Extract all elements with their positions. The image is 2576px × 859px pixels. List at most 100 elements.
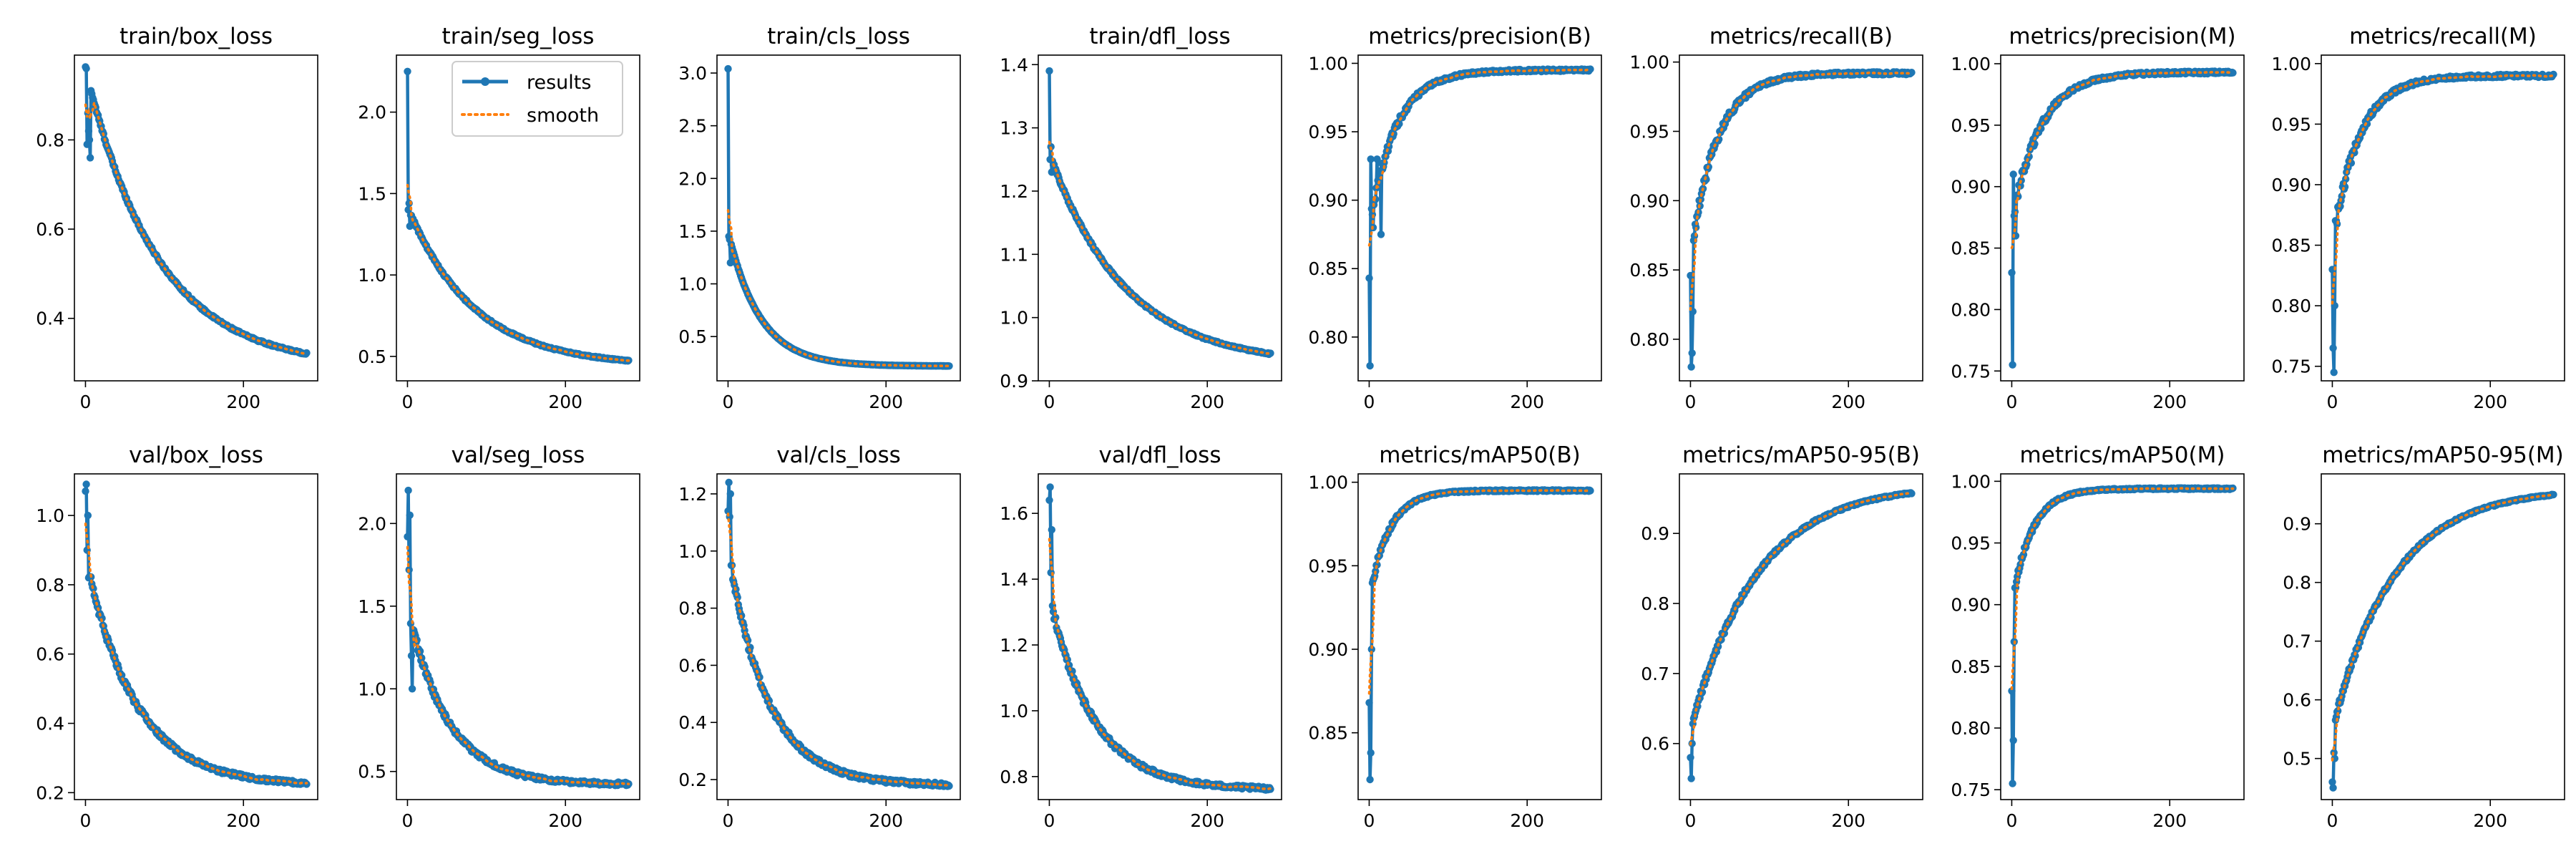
y-tick-label: 0.95 <box>1629 121 1669 142</box>
x-tick-label: 0 <box>723 810 734 831</box>
y-tick-label: 0.90 <box>1951 595 1991 616</box>
y-tick-label: 0.9 <box>1000 371 1028 392</box>
results-point <box>2330 369 2338 377</box>
y-tick-label: 0.8 <box>36 575 64 596</box>
results-point <box>945 362 953 370</box>
results-point <box>1367 749 1375 757</box>
y-tick-label: 0.80 <box>1629 329 1669 350</box>
x-tick-label: 200 <box>2152 392 2187 412</box>
y-tick-label: 2.0 <box>358 102 386 123</box>
y-tick-label: 2.5 <box>678 116 707 137</box>
plot-area <box>724 64 953 370</box>
smooth-series-line <box>406 183 630 362</box>
results-point <box>724 64 732 73</box>
results-point <box>1365 274 1373 282</box>
axes-frame <box>2321 54 2565 382</box>
smooth-series-line <box>1048 538 1272 790</box>
y-tick-label: 1.00 <box>1629 52 1669 73</box>
x-tick-label: 200 <box>1190 810 1224 831</box>
x-tick-label: 200 <box>226 392 260 412</box>
x-tick-label: 200 <box>226 810 260 831</box>
y-tick-label: 0.5 <box>358 346 386 367</box>
smooth-series-line <box>726 209 951 368</box>
results-point <box>404 67 411 76</box>
plot-area <box>2328 490 2557 792</box>
y-tick-label: 0.95 <box>1951 115 1991 136</box>
subplot-title: metrics/mAP50(B) <box>1379 442 1580 468</box>
y-tick-label: 3.0 <box>678 63 707 84</box>
results-point <box>1366 361 1374 370</box>
subplot-title: val/cls_loss <box>776 442 901 468</box>
y-tick-label: 1.2 <box>1000 635 1028 656</box>
x-tick-label: 200 <box>1510 810 1544 831</box>
results-point <box>1367 155 1375 163</box>
y-tick-label: 0.5 <box>678 326 707 347</box>
x-tick-label: 0 <box>1685 810 1697 831</box>
axes-frame <box>716 473 961 800</box>
plot-area <box>1687 68 1916 371</box>
y-tick-label: 0.80 <box>1951 299 1991 320</box>
results-point <box>82 64 90 72</box>
results-point <box>86 154 94 162</box>
subplot-title: metrics/recall(M) <box>2349 24 2537 49</box>
subplot-title: val/dfl_loss <box>1099 442 1221 468</box>
results-point <box>1365 699 1373 707</box>
x-tick-label: 0 <box>2327 392 2338 412</box>
y-tick-label: 1.5 <box>358 183 386 204</box>
y-tick-label: 0.9 <box>1641 523 1669 544</box>
results-point <box>404 486 412 495</box>
y-tick-label: 0.95 <box>1951 533 1991 554</box>
y-tick-label: 1.00 <box>1951 471 1991 492</box>
plot-area <box>404 486 633 790</box>
results-point <box>1377 230 1385 238</box>
y-tick-label: 0.85 <box>1308 723 1348 744</box>
y-tick-label: 0.8 <box>1641 593 1669 614</box>
y-tick-label: 0.75 <box>1951 361 1991 382</box>
smooth-series-line <box>2331 74 2555 305</box>
results-point <box>1690 232 1699 240</box>
smooth-series-line <box>84 522 308 785</box>
results-point <box>1048 525 1056 534</box>
results-point <box>1687 775 1695 782</box>
plot-area <box>2008 67 2237 369</box>
x-tick-label: 0 <box>1044 810 1055 831</box>
y-tick-label: 0.85 <box>1951 238 1991 259</box>
subplot-7: metrics/precision(M)0 2000.750.800.850.90… <box>1951 24 2245 412</box>
results-point <box>741 626 748 634</box>
y-tick-label: 0.75 <box>1951 780 1991 800</box>
results-point <box>1046 483 1054 491</box>
y-tick-label: 0.7 <box>2283 631 2311 652</box>
x-tick-label: 200 <box>1831 392 1865 412</box>
results-point <box>408 685 416 693</box>
y-tick-label: 1.3 <box>1000 118 1028 139</box>
results-point <box>724 507 732 515</box>
results-point <box>1267 349 1274 357</box>
results-point <box>1052 613 1060 621</box>
x-tick-label: 0 <box>2006 392 2018 412</box>
results-point <box>2550 490 2557 499</box>
results-point <box>945 782 953 790</box>
x-tick-label: 0 <box>1044 392 1055 412</box>
results-point <box>1045 496 1053 504</box>
plot-area <box>2328 70 2557 377</box>
y-tick-label: 0.6 <box>1641 734 1669 754</box>
legend-smooth-label: smooth <box>527 105 599 127</box>
x-tick-label: 200 <box>869 392 903 412</box>
y-tick-label: 1.2 <box>678 484 707 505</box>
y-tick-label: 0.90 <box>1951 177 1991 198</box>
y-tick-label: 1.5 <box>678 221 707 242</box>
y-tick-label: 0.4 <box>36 309 64 329</box>
y-tick-label: 0.90 <box>1629 190 1669 211</box>
axes-frame <box>74 54 318 382</box>
y-tick-label: 0.90 <box>1308 639 1348 660</box>
smooth-series-line <box>1367 489 1592 695</box>
axes-frame <box>396 54 640 382</box>
results-point <box>2009 780 2016 787</box>
x-tick-label: 200 <box>1510 392 1544 412</box>
